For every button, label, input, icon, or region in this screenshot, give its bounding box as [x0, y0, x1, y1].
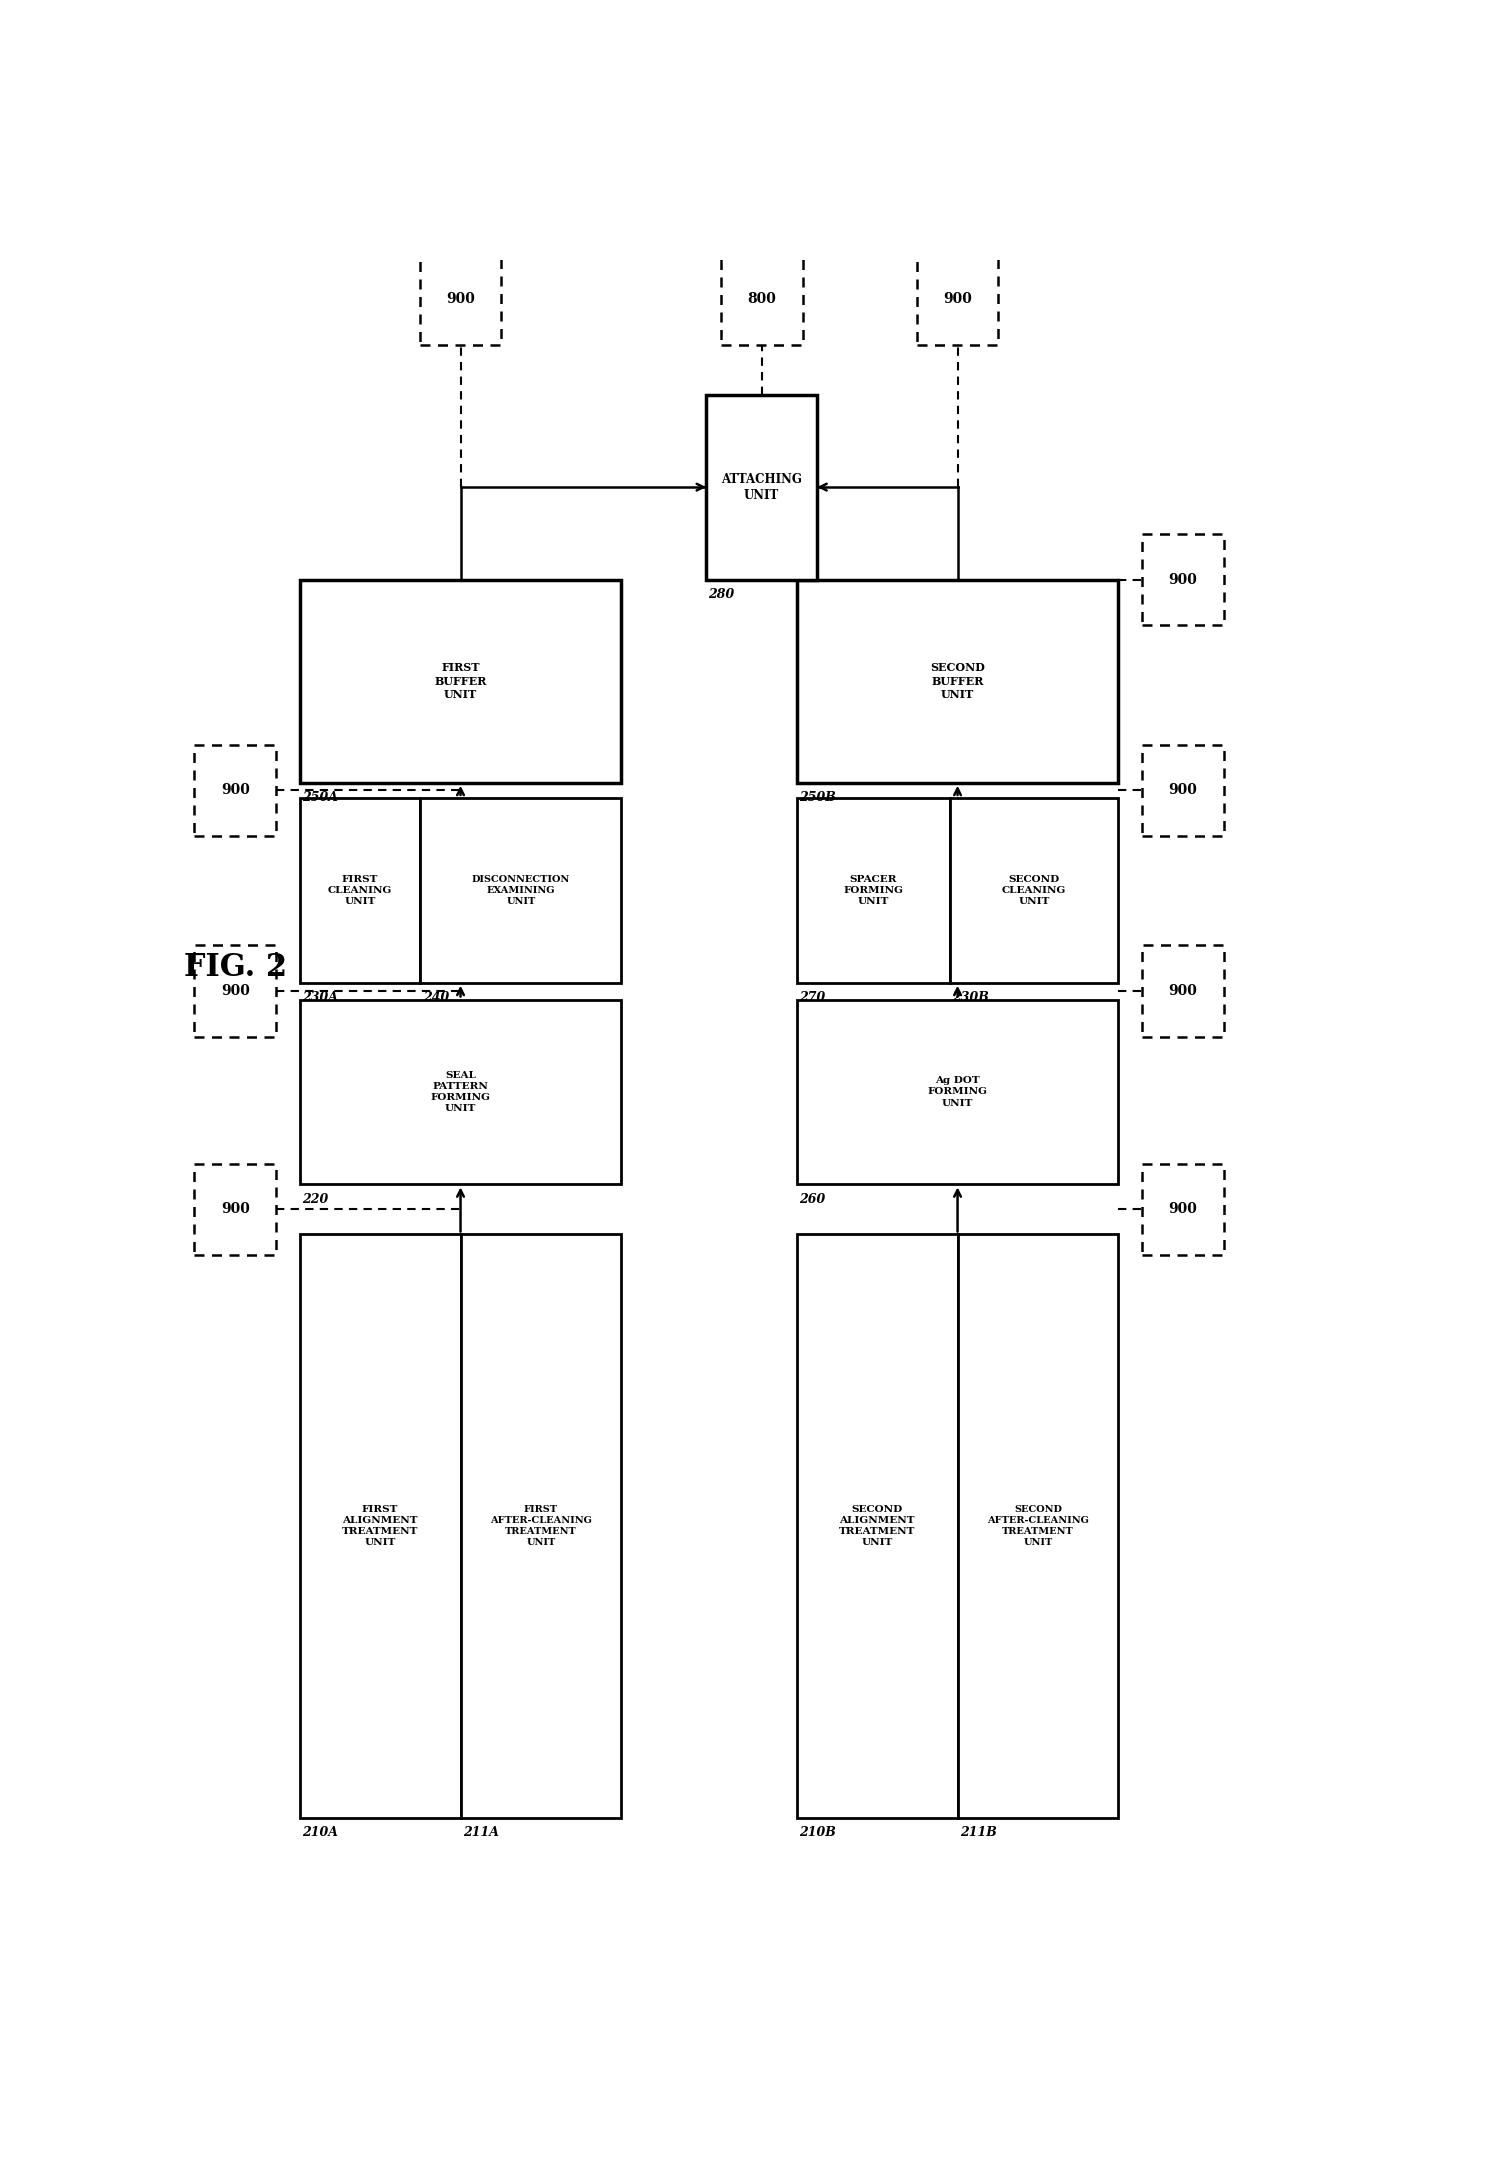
- Bar: [460, 1233, 622, 1818]
- Text: FIRST
BUFFER
UNIT: FIRST BUFFER UNIT: [435, 662, 487, 701]
- Text: SPACER
FORMING
UNIT: SPACER FORMING UNIT: [844, 874, 902, 907]
- Bar: [916, 253, 999, 344]
- Text: 900: 900: [943, 292, 972, 305]
- Text: 900: 900: [1168, 1203, 1197, 1216]
- Bar: [1142, 744, 1224, 835]
- Text: 900: 900: [220, 783, 250, 796]
- Bar: [195, 1164, 276, 1255]
- Bar: [797, 1233, 958, 1818]
- Text: Ag DOT
FORMING
UNIT: Ag DOT FORMING UNIT: [928, 1076, 987, 1108]
- Text: 220: 220: [302, 1192, 329, 1205]
- Text: 900: 900: [447, 292, 475, 305]
- Text: 250B: 250B: [800, 792, 836, 805]
- Text: FIRST
ALIGNMENT
TREATMENT
UNIT: FIRST ALIGNMENT TREATMENT UNIT: [343, 1504, 418, 1547]
- Text: 210B: 210B: [800, 1826, 836, 1839]
- Text: FIRST
AFTER-CLEANING
TREATMENT
UNIT: FIRST AFTER-CLEANING TREATMENT UNIT: [490, 1504, 592, 1547]
- Text: 240: 240: [423, 991, 448, 1004]
- Bar: [1142, 1164, 1224, 1255]
- Bar: [195, 744, 276, 835]
- Bar: [300, 1000, 622, 1184]
- Text: DISCONNECTION
EXAMINING
UNIT: DISCONNECTION EXAMINING UNIT: [472, 874, 570, 907]
- Text: FIRST
CLEANING
UNIT: FIRST CLEANING UNIT: [327, 874, 392, 907]
- Text: SECOND
ALIGNMENT
TREATMENT
UNIT: SECOND ALIGNMENT TREATMENT UNIT: [839, 1504, 916, 1547]
- Text: SEAL
PATTERN
FORMING
UNIT: SEAL PATTERN FORMING UNIT: [430, 1071, 490, 1112]
- Text: 800: 800: [747, 292, 776, 305]
- Bar: [958, 1233, 1118, 1818]
- Text: 260: 260: [800, 1192, 825, 1205]
- Text: 211A: 211A: [463, 1826, 499, 1839]
- Bar: [300, 580, 622, 783]
- Text: 230A: 230A: [302, 991, 338, 1004]
- Text: 900: 900: [220, 985, 250, 998]
- Text: ATTACHING
UNIT: ATTACHING UNIT: [721, 472, 803, 502]
- Text: 900: 900: [1168, 783, 1197, 796]
- Text: 250A: 250A: [302, 792, 338, 805]
- Text: 900: 900: [1168, 985, 1197, 998]
- Bar: [797, 799, 949, 982]
- Bar: [421, 799, 622, 982]
- Text: 900: 900: [220, 1203, 250, 1216]
- Bar: [195, 946, 276, 1037]
- Bar: [300, 799, 421, 982]
- Bar: [1142, 535, 1224, 625]
- Text: 211B: 211B: [960, 1826, 997, 1839]
- Bar: [797, 580, 1118, 783]
- Bar: [420, 253, 501, 344]
- Bar: [721, 253, 803, 344]
- Bar: [1142, 946, 1224, 1037]
- Bar: [706, 394, 818, 580]
- Text: 280: 280: [708, 589, 735, 602]
- Bar: [797, 1000, 1118, 1184]
- Bar: [300, 1233, 460, 1818]
- Text: 230B: 230B: [952, 991, 988, 1004]
- Text: 900: 900: [1168, 573, 1197, 586]
- Text: 270: 270: [800, 991, 825, 1004]
- Text: SECOND
BUFFER
UNIT: SECOND BUFFER UNIT: [930, 662, 985, 701]
- Text: 210A: 210A: [302, 1826, 338, 1839]
- Text: SECOND
CLEANING
UNIT: SECOND CLEANING UNIT: [1002, 874, 1067, 907]
- Text: FIG. 2: FIG. 2: [184, 952, 287, 982]
- Bar: [949, 799, 1118, 982]
- Text: SECOND
AFTER-CLEANING
TREATMENT
UNIT: SECOND AFTER-CLEANING TREATMENT UNIT: [987, 1504, 1089, 1547]
